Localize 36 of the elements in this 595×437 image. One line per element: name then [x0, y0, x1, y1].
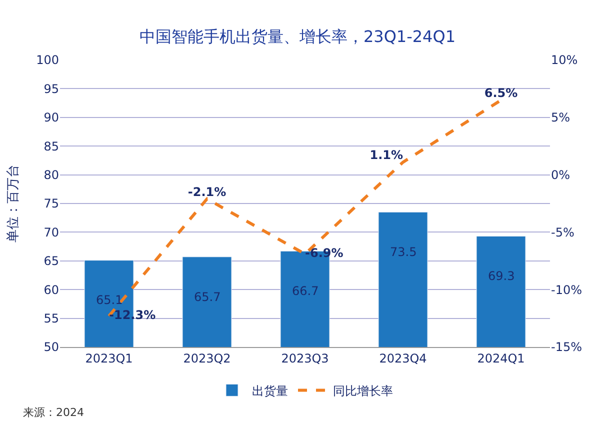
y2-tick-label: 0% — [551, 168, 570, 182]
x-tick-label: 2024Q1 — [477, 351, 525, 366]
y2-tick-label: -15% — [551, 340, 582, 354]
y-tick-label: 85 — [44, 139, 59, 154]
data-label: 73.5 — [390, 245, 417, 259]
data-label: -12.3% — [109, 308, 156, 322]
y-tick-label: 90 — [44, 110, 59, 125]
y2-tick-label: -10% — [551, 282, 582, 297]
source-note: 来源：2024 — [23, 406, 84, 419]
y-tick-label: 80 — [44, 168, 59, 182]
data-label: 65.1 — [96, 293, 123, 307]
data-label: -2.1% — [188, 184, 226, 199]
y2-tick-label: 5% — [551, 110, 570, 125]
x-tick-label: 2023Q1 — [85, 351, 133, 366]
y-tick-label: 55 — [44, 312, 59, 326]
data-label: 1.1% — [370, 148, 403, 162]
y-tick-label: 75 — [44, 196, 59, 211]
x-tick-label: 2023Q4 — [379, 351, 427, 366]
y2-tick-label: -5% — [551, 225, 574, 240]
data-label: 69.3 — [488, 269, 515, 283]
y-axis-title: 单位：百万台 — [6, 164, 22, 242]
y-tick-label: 65 — [44, 254, 59, 268]
y2-tick-label: 10% — [551, 53, 578, 68]
y-tick-label: 100 — [36, 53, 59, 68]
x-tick-label: 2023Q2 — [183, 351, 231, 366]
legend-label: 出货量 — [252, 384, 288, 398]
legend-label: 同比增长率 — [333, 384, 393, 398]
data-label: 65.7 — [194, 290, 221, 304]
x-tick-label: 2023Q3 — [281, 351, 329, 366]
y-tick-label: 70 — [44, 225, 59, 240]
y-tick-label: 95 — [44, 82, 59, 96]
data-label: 6.5% — [484, 86, 518, 100]
y-tick-label: 60 — [44, 282, 59, 297]
chart-title: 中国智能手机出货量、增长率，23Q1-24Q1 — [139, 26, 456, 46]
data-label: 66.7 — [292, 284, 319, 298]
y-tick-label: 50 — [44, 340, 59, 354]
